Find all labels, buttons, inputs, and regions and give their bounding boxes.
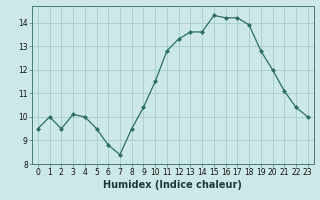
X-axis label: Humidex (Indice chaleur): Humidex (Indice chaleur) xyxy=(103,180,242,190)
